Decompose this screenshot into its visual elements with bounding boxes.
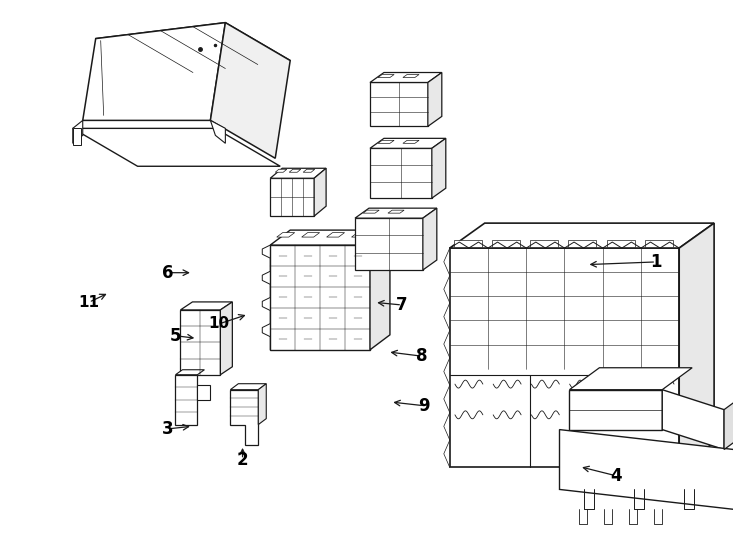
Polygon shape [370, 148, 432, 198]
Polygon shape [355, 208, 437, 218]
Polygon shape [230, 384, 266, 390]
Polygon shape [270, 230, 390, 245]
Text: 5: 5 [170, 327, 181, 345]
Polygon shape [352, 233, 369, 237]
Polygon shape [378, 75, 394, 78]
Polygon shape [355, 218, 423, 270]
Polygon shape [83, 23, 225, 120]
Polygon shape [403, 140, 419, 143]
Polygon shape [363, 210, 379, 213]
Polygon shape [645, 240, 673, 247]
Polygon shape [197, 384, 211, 400]
Polygon shape [211, 23, 290, 158]
Polygon shape [378, 140, 394, 143]
Polygon shape [450, 223, 714, 248]
Polygon shape [220, 302, 233, 375]
Polygon shape [181, 302, 233, 310]
Text: 7: 7 [396, 296, 408, 314]
Polygon shape [302, 233, 319, 237]
Text: 6: 6 [162, 264, 174, 282]
Polygon shape [450, 248, 679, 468]
Polygon shape [175, 370, 205, 375]
Polygon shape [258, 384, 266, 424]
Text: 1: 1 [650, 253, 662, 271]
Polygon shape [570, 390, 662, 430]
Polygon shape [370, 83, 428, 126]
Polygon shape [230, 390, 258, 444]
Polygon shape [423, 208, 437, 270]
Polygon shape [73, 120, 83, 143]
Polygon shape [277, 233, 294, 237]
Polygon shape [275, 169, 287, 172]
Polygon shape [370, 230, 390, 350]
Polygon shape [270, 245, 370, 350]
Polygon shape [607, 240, 635, 247]
Polygon shape [570, 368, 692, 390]
Polygon shape [270, 178, 314, 216]
Polygon shape [388, 210, 404, 213]
Polygon shape [175, 375, 197, 424]
Text: 4: 4 [610, 467, 622, 485]
Polygon shape [454, 240, 482, 247]
Polygon shape [403, 75, 419, 78]
Polygon shape [724, 388, 734, 449]
Polygon shape [559, 430, 734, 509]
Polygon shape [181, 310, 220, 375]
Polygon shape [370, 138, 446, 149]
Text: 11: 11 [79, 295, 99, 310]
Polygon shape [211, 120, 225, 143]
Text: 3: 3 [162, 420, 174, 438]
Polygon shape [492, 240, 520, 247]
Text: 8: 8 [416, 347, 428, 365]
Polygon shape [370, 72, 442, 83]
Polygon shape [95, 23, 290, 77]
Polygon shape [73, 129, 81, 145]
Polygon shape [314, 168, 326, 216]
Polygon shape [303, 169, 315, 172]
Polygon shape [428, 72, 442, 126]
Polygon shape [530, 240, 558, 247]
Polygon shape [327, 233, 344, 237]
Polygon shape [662, 390, 724, 449]
Polygon shape [270, 168, 326, 178]
Polygon shape [73, 129, 280, 166]
Text: 2: 2 [237, 450, 248, 469]
Polygon shape [432, 138, 446, 198]
Text: 9: 9 [418, 397, 430, 415]
Polygon shape [679, 223, 714, 468]
Polygon shape [289, 169, 301, 172]
Polygon shape [568, 240, 597, 247]
Text: 10: 10 [208, 316, 230, 332]
